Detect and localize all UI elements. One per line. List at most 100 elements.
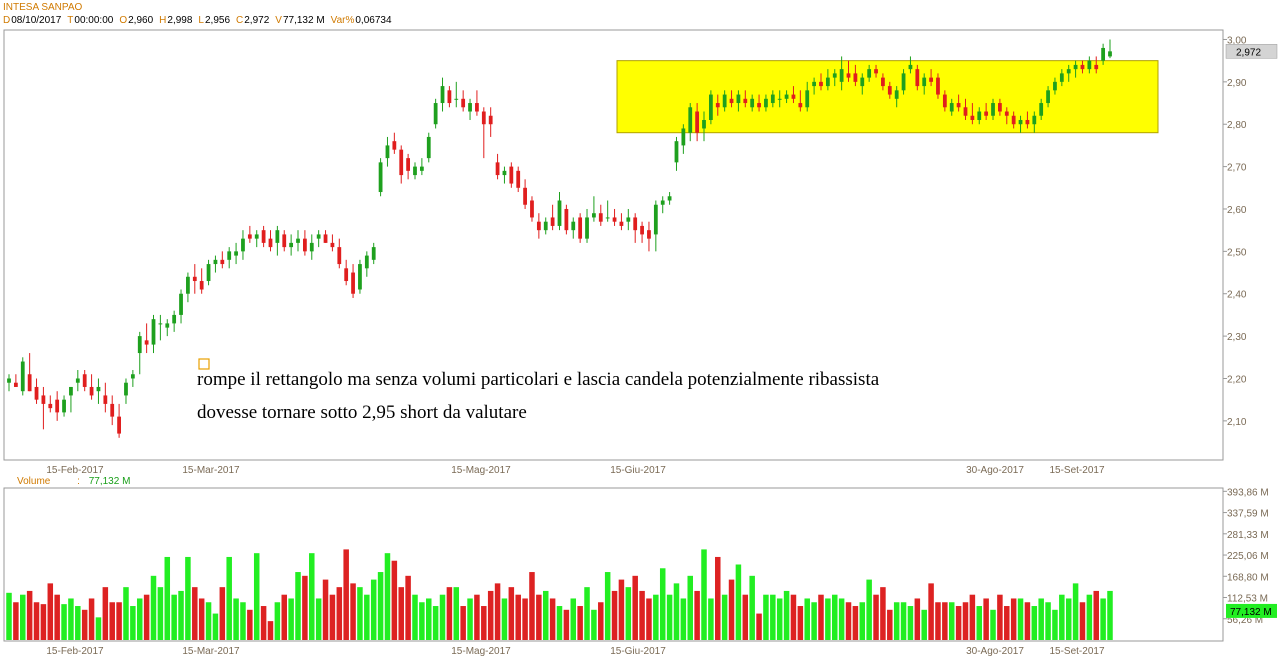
volume-bar[interactable] (226, 556, 232, 640)
candle[interactable] (647, 221, 651, 252)
candle[interactable] (1018, 115, 1023, 133)
candle[interactable] (681, 124, 686, 154)
volume-bar[interactable] (1107, 590, 1113, 640)
candle[interactable] (316, 230, 321, 248)
candle[interactable] (688, 103, 693, 142)
candle[interactable] (268, 230, 273, 252)
candle[interactable] (130, 370, 135, 387)
volume-bar[interactable] (632, 575, 638, 640)
volume-bar[interactable] (281, 594, 288, 640)
volume-bar[interactable] (907, 606, 914, 640)
candle[interactable] (770, 90, 775, 108)
candle[interactable] (881, 73, 885, 91)
volume-bar[interactable] (873, 594, 879, 640)
candle[interactable] (454, 81, 459, 108)
candle[interactable] (798, 90, 803, 112)
candle[interactable] (949, 98, 954, 116)
volume-bar[interactable] (267, 621, 274, 640)
candle[interactable] (853, 64, 858, 87)
volume-bar[interactable] (639, 590, 645, 640)
candle[interactable] (722, 90, 727, 112)
volume-bar[interactable] (783, 590, 790, 640)
volume-bar[interactable] (721, 594, 728, 640)
candle[interactable] (413, 162, 417, 180)
candle[interactable] (1039, 98, 1044, 120)
volume-bar[interactable] (914, 598, 921, 640)
candle[interactable] (179, 289, 183, 324)
volume-bar[interactable] (370, 579, 377, 640)
volume-bar[interactable] (253, 553, 260, 640)
candle[interactable] (1032, 111, 1037, 133)
volume-bar[interactable] (247, 609, 253, 640)
candle[interactable] (585, 208, 589, 243)
candle[interactable] (660, 196, 665, 214)
candle[interactable] (234, 242, 238, 265)
candle[interactable] (337, 238, 342, 269)
volume-bar[interactable] (887, 609, 893, 640)
candle[interactable] (929, 69, 933, 87)
candle[interactable] (963, 98, 968, 120)
volume-bar[interactable] (659, 568, 666, 640)
candle[interactable] (364, 251, 369, 277)
volume-bar[interactable] (942, 602, 948, 640)
candle[interactable] (571, 217, 576, 239)
candle[interactable] (289, 234, 294, 256)
volume-bar[interactable] (439, 594, 446, 640)
candle[interactable] (371, 242, 376, 265)
candle[interactable] (846, 60, 851, 82)
candle[interactable] (392, 132, 397, 154)
candle[interactable] (282, 230, 287, 252)
candle[interactable] (447, 86, 452, 108)
volume-bar[interactable] (68, 598, 74, 640)
annotation-marker[interactable] (198, 358, 210, 370)
candle[interactable] (674, 136, 679, 171)
candle[interactable] (241, 230, 245, 260)
candle[interactable] (330, 234, 335, 252)
candle[interactable] (509, 162, 514, 188)
volume-bar[interactable] (584, 587, 590, 640)
volume-bar[interactable] (756, 613, 762, 640)
candle[interactable] (440, 77, 445, 112)
volume-bar[interactable] (412, 594, 418, 640)
candle[interactable] (89, 374, 94, 400)
candle[interactable] (550, 204, 555, 231)
candle[interactable] (757, 94, 761, 112)
volume-bar[interactable] (790, 594, 797, 640)
candle[interactable] (96, 378, 101, 404)
candle[interactable] (819, 73, 823, 91)
volume-bar[interactable] (398, 587, 404, 640)
volume-bar[interactable] (185, 556, 191, 640)
candle[interactable] (213, 255, 218, 273)
candle[interactable] (433, 98, 438, 129)
candle[interactable] (488, 107, 493, 137)
candle[interactable] (1101, 43, 1106, 65)
volume-bar[interactable] (426, 598, 432, 640)
candle[interactable] (206, 259, 211, 286)
volume-bar[interactable] (625, 587, 632, 640)
volume-bar[interactable] (54, 594, 60, 640)
volume-bar[interactable] (309, 553, 315, 640)
candle[interactable] (385, 136, 390, 167)
candle[interactable] (172, 310, 177, 332)
candle[interactable] (764, 94, 768, 112)
candle[interactable] (908, 56, 913, 74)
volume-bar[interactable] (494, 583, 501, 640)
volume-bar[interactable] (570, 598, 577, 640)
volume-bar[interactable] (1072, 583, 1079, 640)
volume-bar[interactable] (1017, 598, 1024, 640)
candle[interactable] (777, 90, 782, 108)
candle[interactable] (887, 81, 892, 99)
volume-bar[interactable] (687, 575, 693, 640)
candle[interactable] (137, 331, 142, 375)
volume-bar[interactable] (205, 602, 212, 640)
candle[interactable] (743, 90, 748, 108)
candle[interactable] (832, 69, 837, 87)
candle[interactable] (729, 90, 734, 108)
volume-bar[interactable] (742, 594, 749, 640)
volume-bar[interactable] (983, 598, 989, 640)
candle[interactable] (860, 73, 865, 95)
volume-bar[interactable] (893, 602, 900, 640)
candle[interactable] (592, 196, 596, 222)
volume-bar[interactable] (715, 556, 721, 640)
candle[interactable] (894, 86, 899, 108)
